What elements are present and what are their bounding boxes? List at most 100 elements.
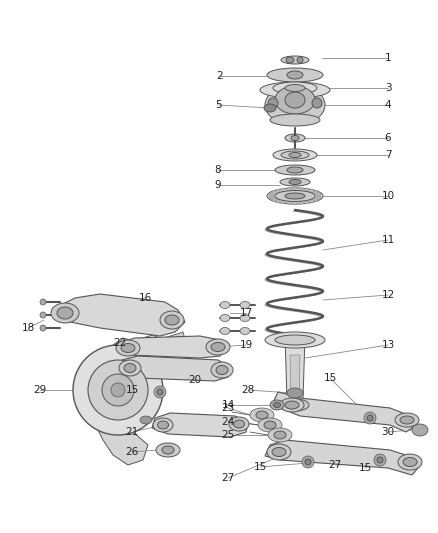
Polygon shape	[290, 355, 300, 400]
Ellipse shape	[121, 343, 135, 352]
Ellipse shape	[268, 428, 292, 442]
Ellipse shape	[158, 421, 169, 429]
Text: 5: 5	[215, 100, 221, 110]
Text: 28: 28	[241, 385, 254, 395]
Ellipse shape	[289, 180, 301, 184]
Ellipse shape	[57, 307, 73, 319]
Ellipse shape	[280, 398, 304, 412]
Circle shape	[73, 345, 163, 435]
Ellipse shape	[140, 416, 152, 424]
Circle shape	[305, 188, 309, 192]
Ellipse shape	[287, 71, 303, 79]
Ellipse shape	[233, 420, 244, 428]
Ellipse shape	[275, 190, 315, 201]
Ellipse shape	[274, 431, 286, 439]
Text: 21: 21	[125, 427, 138, 437]
Ellipse shape	[273, 402, 280, 408]
Circle shape	[281, 188, 285, 192]
Ellipse shape	[240, 327, 250, 335]
Ellipse shape	[291, 135, 299, 141]
Circle shape	[272, 190, 276, 195]
Ellipse shape	[289, 152, 301, 157]
Text: 15: 15	[358, 463, 371, 473]
Circle shape	[316, 196, 320, 200]
Ellipse shape	[395, 413, 419, 427]
Ellipse shape	[229, 417, 249, 431]
Ellipse shape	[273, 82, 317, 94]
Text: 12: 12	[381, 290, 395, 300]
Circle shape	[377, 457, 383, 463]
Text: 11: 11	[381, 235, 395, 245]
Circle shape	[269, 194, 273, 198]
Text: 25: 25	[221, 430, 235, 440]
Circle shape	[287, 187, 291, 191]
Ellipse shape	[40, 325, 46, 331]
Text: 16: 16	[138, 293, 152, 303]
Polygon shape	[98, 430, 148, 465]
Text: 9: 9	[215, 180, 221, 190]
Circle shape	[270, 192, 274, 196]
Circle shape	[88, 360, 148, 420]
Ellipse shape	[270, 400, 284, 410]
Polygon shape	[265, 440, 418, 475]
Text: 20: 20	[188, 375, 201, 385]
Circle shape	[364, 412, 376, 424]
Ellipse shape	[285, 134, 305, 142]
Ellipse shape	[220, 302, 230, 309]
Circle shape	[314, 190, 318, 195]
Ellipse shape	[260, 82, 330, 98]
Ellipse shape	[398, 454, 422, 470]
Text: 19: 19	[240, 340, 253, 350]
Polygon shape	[272, 392, 415, 432]
Ellipse shape	[211, 362, 233, 378]
Circle shape	[302, 456, 314, 468]
Text: 10: 10	[381, 191, 395, 201]
Ellipse shape	[267, 68, 323, 82]
Ellipse shape	[297, 57, 303, 63]
Text: 3: 3	[385, 83, 391, 93]
Text: 2: 2	[217, 71, 223, 81]
Polygon shape	[158, 332, 188, 355]
Text: 14: 14	[221, 400, 235, 410]
Ellipse shape	[287, 167, 303, 173]
Ellipse shape	[287, 388, 303, 398]
Text: 13: 13	[381, 340, 395, 350]
Text: 15: 15	[125, 385, 138, 395]
Circle shape	[276, 199, 280, 203]
Ellipse shape	[400, 416, 414, 424]
Text: 1: 1	[385, 53, 391, 63]
Circle shape	[281, 200, 285, 204]
Circle shape	[299, 201, 303, 205]
Ellipse shape	[268, 98, 278, 108]
Ellipse shape	[285, 401, 299, 409]
Ellipse shape	[162, 446, 174, 454]
Circle shape	[305, 459, 311, 465]
Text: 7: 7	[385, 150, 391, 160]
Ellipse shape	[206, 339, 230, 355]
Ellipse shape	[288, 401, 302, 408]
Ellipse shape	[40, 299, 46, 305]
Ellipse shape	[273, 149, 317, 161]
Text: 26: 26	[125, 447, 138, 457]
Text: 15: 15	[253, 462, 267, 472]
Polygon shape	[120, 356, 230, 381]
Ellipse shape	[286, 57, 294, 63]
Polygon shape	[108, 335, 173, 370]
Circle shape	[310, 199, 314, 203]
Ellipse shape	[275, 335, 315, 345]
Ellipse shape	[265, 332, 325, 348]
Ellipse shape	[267, 188, 323, 204]
Ellipse shape	[211, 343, 225, 351]
Text: 6: 6	[385, 133, 391, 143]
Ellipse shape	[267, 444, 291, 460]
Ellipse shape	[240, 302, 250, 309]
Ellipse shape	[40, 312, 46, 318]
Ellipse shape	[285, 85, 305, 92]
Ellipse shape	[285, 193, 305, 199]
Circle shape	[287, 201, 291, 205]
Ellipse shape	[160, 311, 184, 329]
Ellipse shape	[403, 457, 417, 466]
Ellipse shape	[275, 165, 315, 175]
Text: 17: 17	[240, 308, 253, 318]
Ellipse shape	[220, 327, 230, 335]
